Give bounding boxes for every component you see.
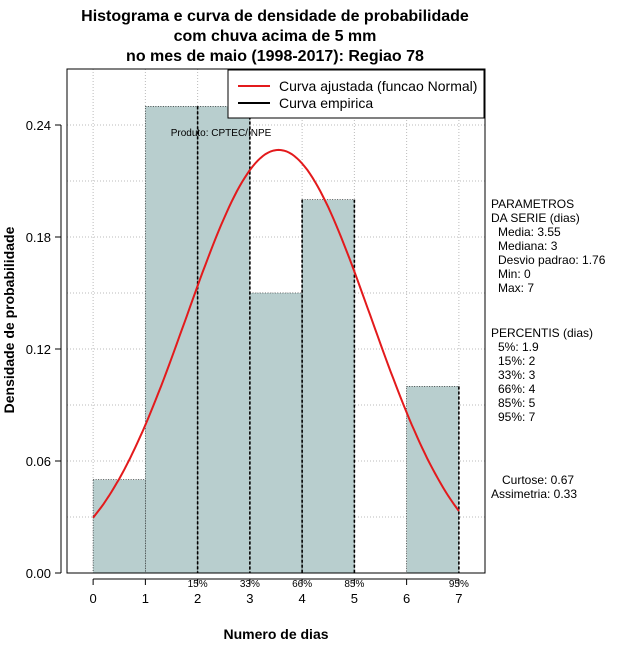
params-title-1: PARAMETROS — [491, 197, 574, 211]
percentil-33: 33%: 3 — [498, 368, 536, 382]
params-title-2: DA SERIE (dias) — [491, 211, 580, 225]
percentis-title: PERCENTIS (dias) — [491, 326, 593, 340]
axes: 0 1 2 3 4 5 6 7 0.00 0.06 0.12 0.18 0.24 — [26, 118, 463, 606]
legend-box — [227, 69, 485, 119]
histogram-bar — [92, 479, 146, 574]
y-axis-label: Densidade de probabilidade — [1, 226, 17, 413]
x-tick-label: 5 — [351, 591, 358, 606]
legend-empirical-label: Curva empirica — [279, 95, 373, 111]
assimetria-value: Assimetria: 0.33 — [491, 487, 577, 501]
param-max: Max: 7 — [498, 281, 534, 295]
chart-title-line-3: no mes de maio (1998-2017): Regiao 78 — [126, 48, 424, 65]
x-tick-label: 4 — [299, 591, 306, 606]
normal-curve — [92, 148, 460, 519]
x-tick-label: 6 — [403, 591, 410, 606]
normal-curve-layer — [92, 148, 460, 519]
y-tick-label: 0.24 — [26, 118, 51, 133]
param-min: Min: 0 — [498, 267, 531, 281]
x-tick-label: 3 — [246, 591, 253, 606]
x-tick-label: 2 — [194, 591, 201, 606]
histogram-bar — [145, 106, 198, 574]
histogram-bars — [92, 106, 460, 574]
x-tick-label: 0 — [90, 591, 97, 606]
product-annotation: Produto: CPTEC/INPE — [171, 128, 272, 139]
histogram-bar — [406, 386, 460, 574]
percentil-85: 85%: 5 — [498, 396, 536, 410]
x-tick-label: 7 — [455, 591, 462, 606]
x-axis-label: Numero de dias — [223, 626, 328, 642]
legend-normal-label: Curva ajustada (funcao Normal) — [279, 78, 477, 94]
histogram-bar — [197, 106, 251, 574]
y-tick-label: 0.06 — [26, 454, 51, 469]
percentil-15: 15%: 2 — [498, 354, 536, 368]
side-panel: PARAMETROS DA SERIE (dias) Media: 3.55 M… — [491, 197, 606, 501]
curtose-value: Curtose: 0.67 — [502, 473, 574, 487]
chart-title-line-2: com chuva acima de 5 mm — [174, 28, 377, 45]
histogram-bar — [249, 292, 303, 574]
percentil-66: 66%: 4 — [498, 382, 536, 396]
x-tick-label: 1 — [142, 591, 149, 606]
y-tick-label: 0.00 — [26, 566, 51, 581]
plot-frame — [66, 68, 486, 574]
legend: Curva ajustada (funcao Normal) Curva emp… — [227, 69, 485, 119]
percentil-5: 5%: 1.9 — [498, 340, 539, 354]
param-mediana: Mediana: 3 — [498, 239, 558, 253]
percentil-95: 95%: 7 — [498, 410, 536, 424]
histogram-bar — [301, 199, 355, 574]
param-media: Media: 3.55 — [498, 225, 561, 239]
chart-title-line-1: Histograma e curva de densidade de proba… — [81, 8, 469, 25]
y-tick-label: 0.12 — [26, 342, 51, 357]
y-tick-label: 0.18 — [26, 230, 51, 245]
param-desvio: Desvio padrao: 1.76 — [498, 253, 606, 267]
